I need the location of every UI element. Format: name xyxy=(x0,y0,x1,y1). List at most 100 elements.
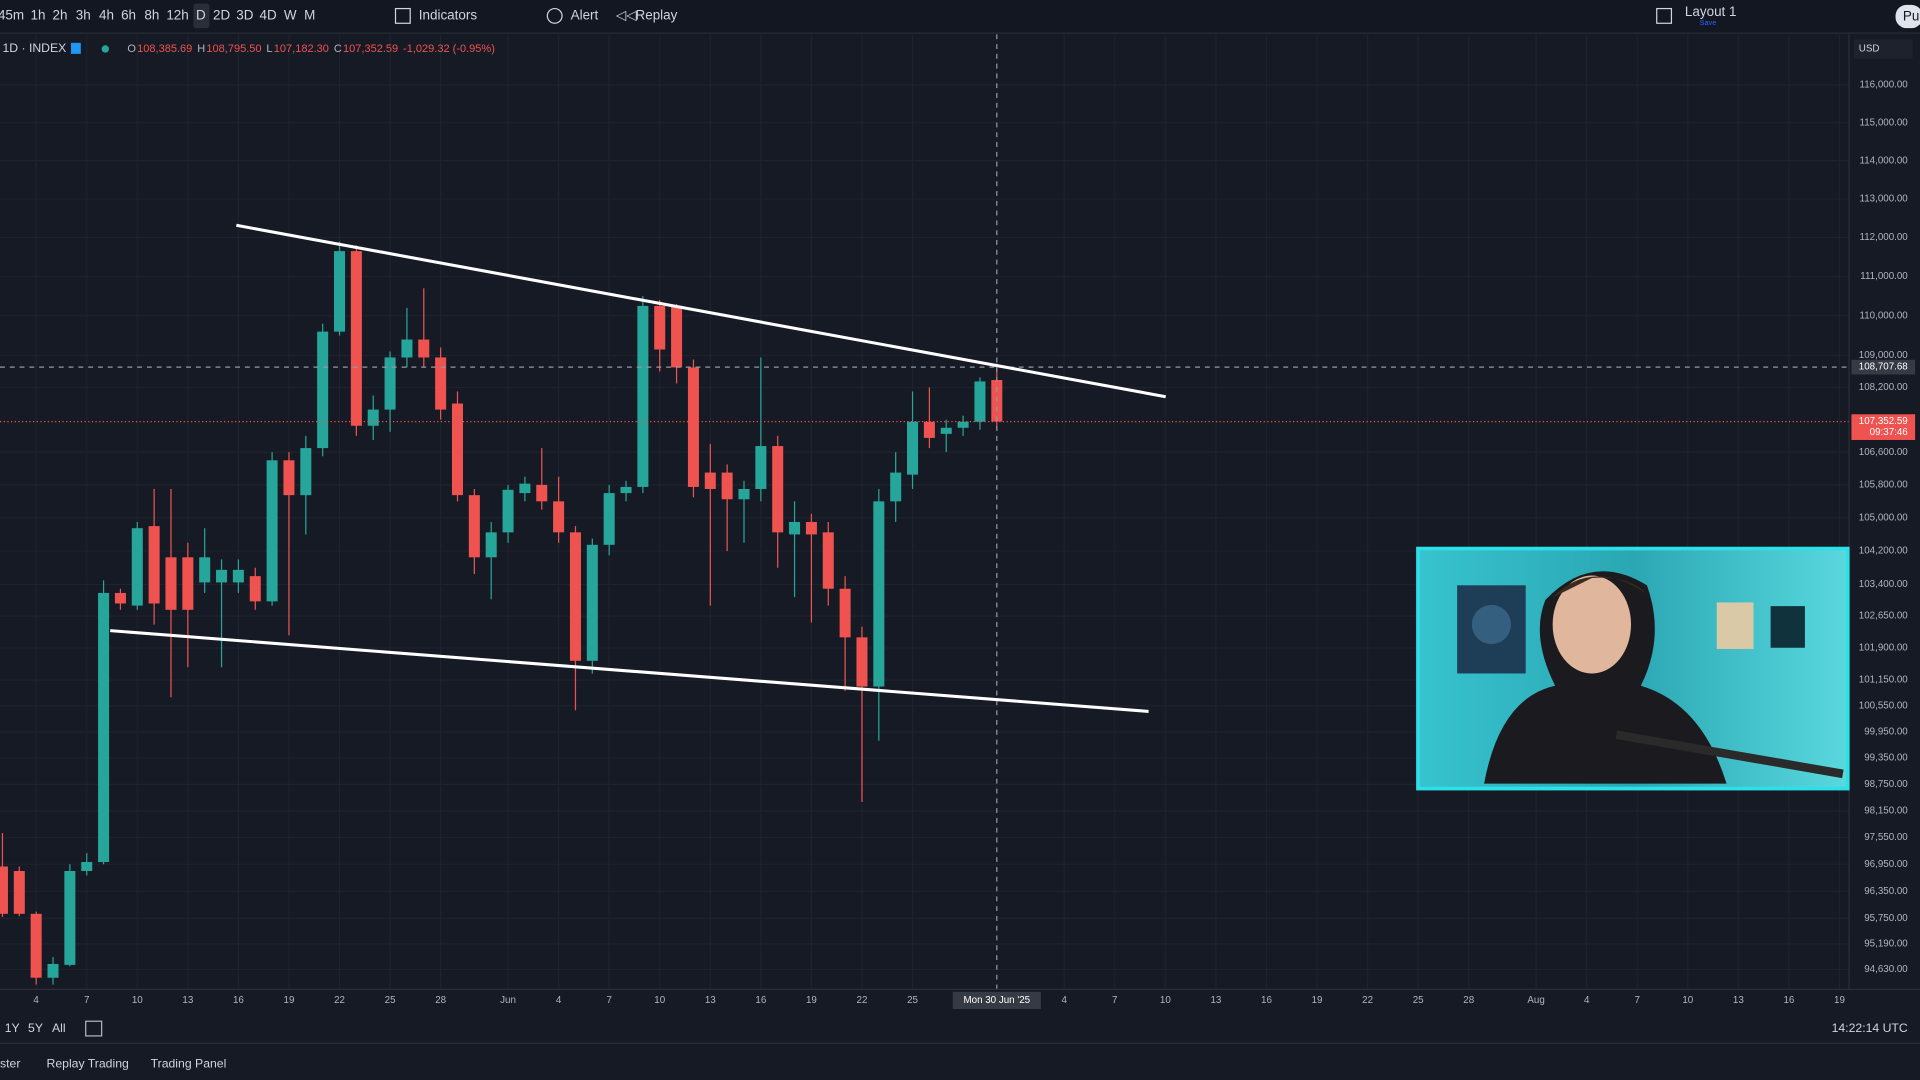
ohlc-key: H xyxy=(197,43,205,55)
x-tick-label: 19 xyxy=(284,995,295,1006)
change: -1,029.32 (-0.95%) xyxy=(403,43,495,55)
y-tick-label: 112,000.00 xyxy=(1860,232,1909,243)
candle-body xyxy=(283,460,295,496)
range-button[interactable]: 5Y xyxy=(28,1021,43,1035)
date-range-icon[interactable] xyxy=(85,1020,103,1037)
profile-button[interactable] xyxy=(1895,4,1920,29)
indicators-icon[interactable] xyxy=(394,7,411,24)
x-tick-label: 25 xyxy=(907,995,918,1006)
candle-body xyxy=(300,448,312,496)
ohlc-value: 107,352.59 xyxy=(343,43,398,55)
candle-body xyxy=(199,557,211,583)
y-tick-label: 109,000.00 xyxy=(1859,350,1909,361)
y-tick-label: 111,000.00 xyxy=(1860,271,1908,282)
webcam-frame xyxy=(1716,602,1754,649)
webcam-mic-arm xyxy=(1615,730,1844,779)
timeframe[interactable]: 6h xyxy=(121,7,136,22)
candle-body xyxy=(586,544,598,661)
panel-tab[interactable]: ster xyxy=(0,1056,20,1070)
symbol-flag xyxy=(71,42,81,54)
x-tick-label: 10 xyxy=(654,995,665,1006)
candle-body xyxy=(687,367,699,487)
market-status xyxy=(101,45,109,53)
range-button[interactable]: All xyxy=(52,1021,66,1035)
replay-button[interactable]: Replay xyxy=(636,7,678,22)
ohlc-value: 108,795.50 xyxy=(206,43,261,55)
y-tick-label: 99,350.00 xyxy=(1864,753,1908,764)
candle-body xyxy=(789,521,801,535)
x-tick-label: 22 xyxy=(334,995,345,1006)
timeframe[interactable]: 4D xyxy=(260,7,277,22)
candle-body xyxy=(536,484,548,502)
x-tick-label: 16 xyxy=(1783,995,1794,1006)
x-tick-label: 7 xyxy=(84,995,89,1006)
x-tick-label: 10 xyxy=(1160,995,1171,1006)
y-tick-label: 115,000.00 xyxy=(1860,117,1909,128)
candle-body xyxy=(755,446,767,489)
indicators-button[interactable]: Indicators xyxy=(419,7,478,22)
ohlc-key: O xyxy=(127,43,136,55)
y-tick-label: 99,950.00 xyxy=(1864,727,1908,738)
currency-box[interactable] xyxy=(1853,39,1913,59)
y-tick-label: 103,400.00 xyxy=(1859,579,1909,590)
candle-body xyxy=(620,486,632,494)
crosshair-date-box xyxy=(952,991,1041,1009)
timeframe[interactable]: 8h xyxy=(144,7,159,22)
alert-button[interactable]: Alert xyxy=(571,7,599,22)
x-tick-label: 13 xyxy=(182,995,193,1006)
alert-icon[interactable] xyxy=(546,7,563,24)
candle-body xyxy=(805,521,817,535)
trendline-upper[interactable] xyxy=(236,223,1166,399)
x-tick-label: 19 xyxy=(1834,995,1845,1006)
replay-icon[interactable]: ◁◁ xyxy=(616,7,637,22)
candle-body xyxy=(266,460,278,602)
candle-body xyxy=(64,870,76,965)
candle-body xyxy=(890,472,902,502)
panel-tab[interactable]: Trading Panel xyxy=(151,1056,227,1070)
timeframe[interactable]: M xyxy=(304,7,315,22)
timeframe[interactable]: 1h xyxy=(30,7,45,22)
timeframe[interactable]: 45m xyxy=(0,7,24,22)
range-button[interactable]: 1Y xyxy=(5,1021,20,1035)
currency[interactable]: USD xyxy=(1859,44,1880,55)
timeframe[interactable]: 3h xyxy=(76,7,91,22)
x-tick-label: 7 xyxy=(1635,995,1640,1006)
timeframe[interactable]: 12h xyxy=(166,7,188,22)
candle-body xyxy=(216,569,228,583)
y-tick-label: 105,800.00 xyxy=(1859,479,1909,490)
layout-icon[interactable] xyxy=(1656,7,1673,24)
candle-body xyxy=(0,866,8,914)
ohlc-value: 108,385.69 xyxy=(137,43,192,55)
timeframe[interactable]: 4h xyxy=(99,7,114,22)
candle-body xyxy=(839,588,851,638)
profile-label[interactable]: Pu xyxy=(1903,9,1919,24)
x-tick-label: 4 xyxy=(33,995,39,1006)
candle-body xyxy=(923,421,935,438)
timeframe[interactable]: 2h xyxy=(53,7,68,22)
candle-body xyxy=(772,446,784,533)
candle-body xyxy=(317,331,329,449)
current-price-box xyxy=(1851,414,1916,440)
y-tick-label: 95,750.00 xyxy=(1864,913,1908,924)
candle-body xyxy=(334,251,346,332)
y-tick-label: 100,550.00 xyxy=(1859,701,1909,712)
panel-tab[interactable]: Replay Trading xyxy=(47,1056,129,1070)
timeframe[interactable]: 3D xyxy=(236,7,253,22)
timeframe[interactable]: 2D xyxy=(213,7,230,22)
candle-body xyxy=(637,305,649,487)
layout-name[interactable]: Layout 1 xyxy=(1685,4,1737,19)
candle-body xyxy=(401,339,413,358)
webcam-poster-logo xyxy=(1471,604,1512,645)
webcam-person xyxy=(1484,571,1727,784)
candle-body xyxy=(47,963,59,978)
x-tick-label: 4 xyxy=(1584,995,1590,1006)
trendline-lower[interactable] xyxy=(110,629,1149,713)
timeframe[interactable]: D xyxy=(196,7,206,22)
x-tick-label: 7 xyxy=(606,995,611,1006)
candle-body xyxy=(822,532,834,589)
y-tick-label: 96,350.00 xyxy=(1864,886,1908,897)
timeframe[interactable]: W xyxy=(284,7,297,22)
y-tick-label: 101,900.00 xyxy=(1859,643,1909,654)
x-tick-label: 10 xyxy=(132,995,143,1006)
candle-body xyxy=(569,532,581,661)
